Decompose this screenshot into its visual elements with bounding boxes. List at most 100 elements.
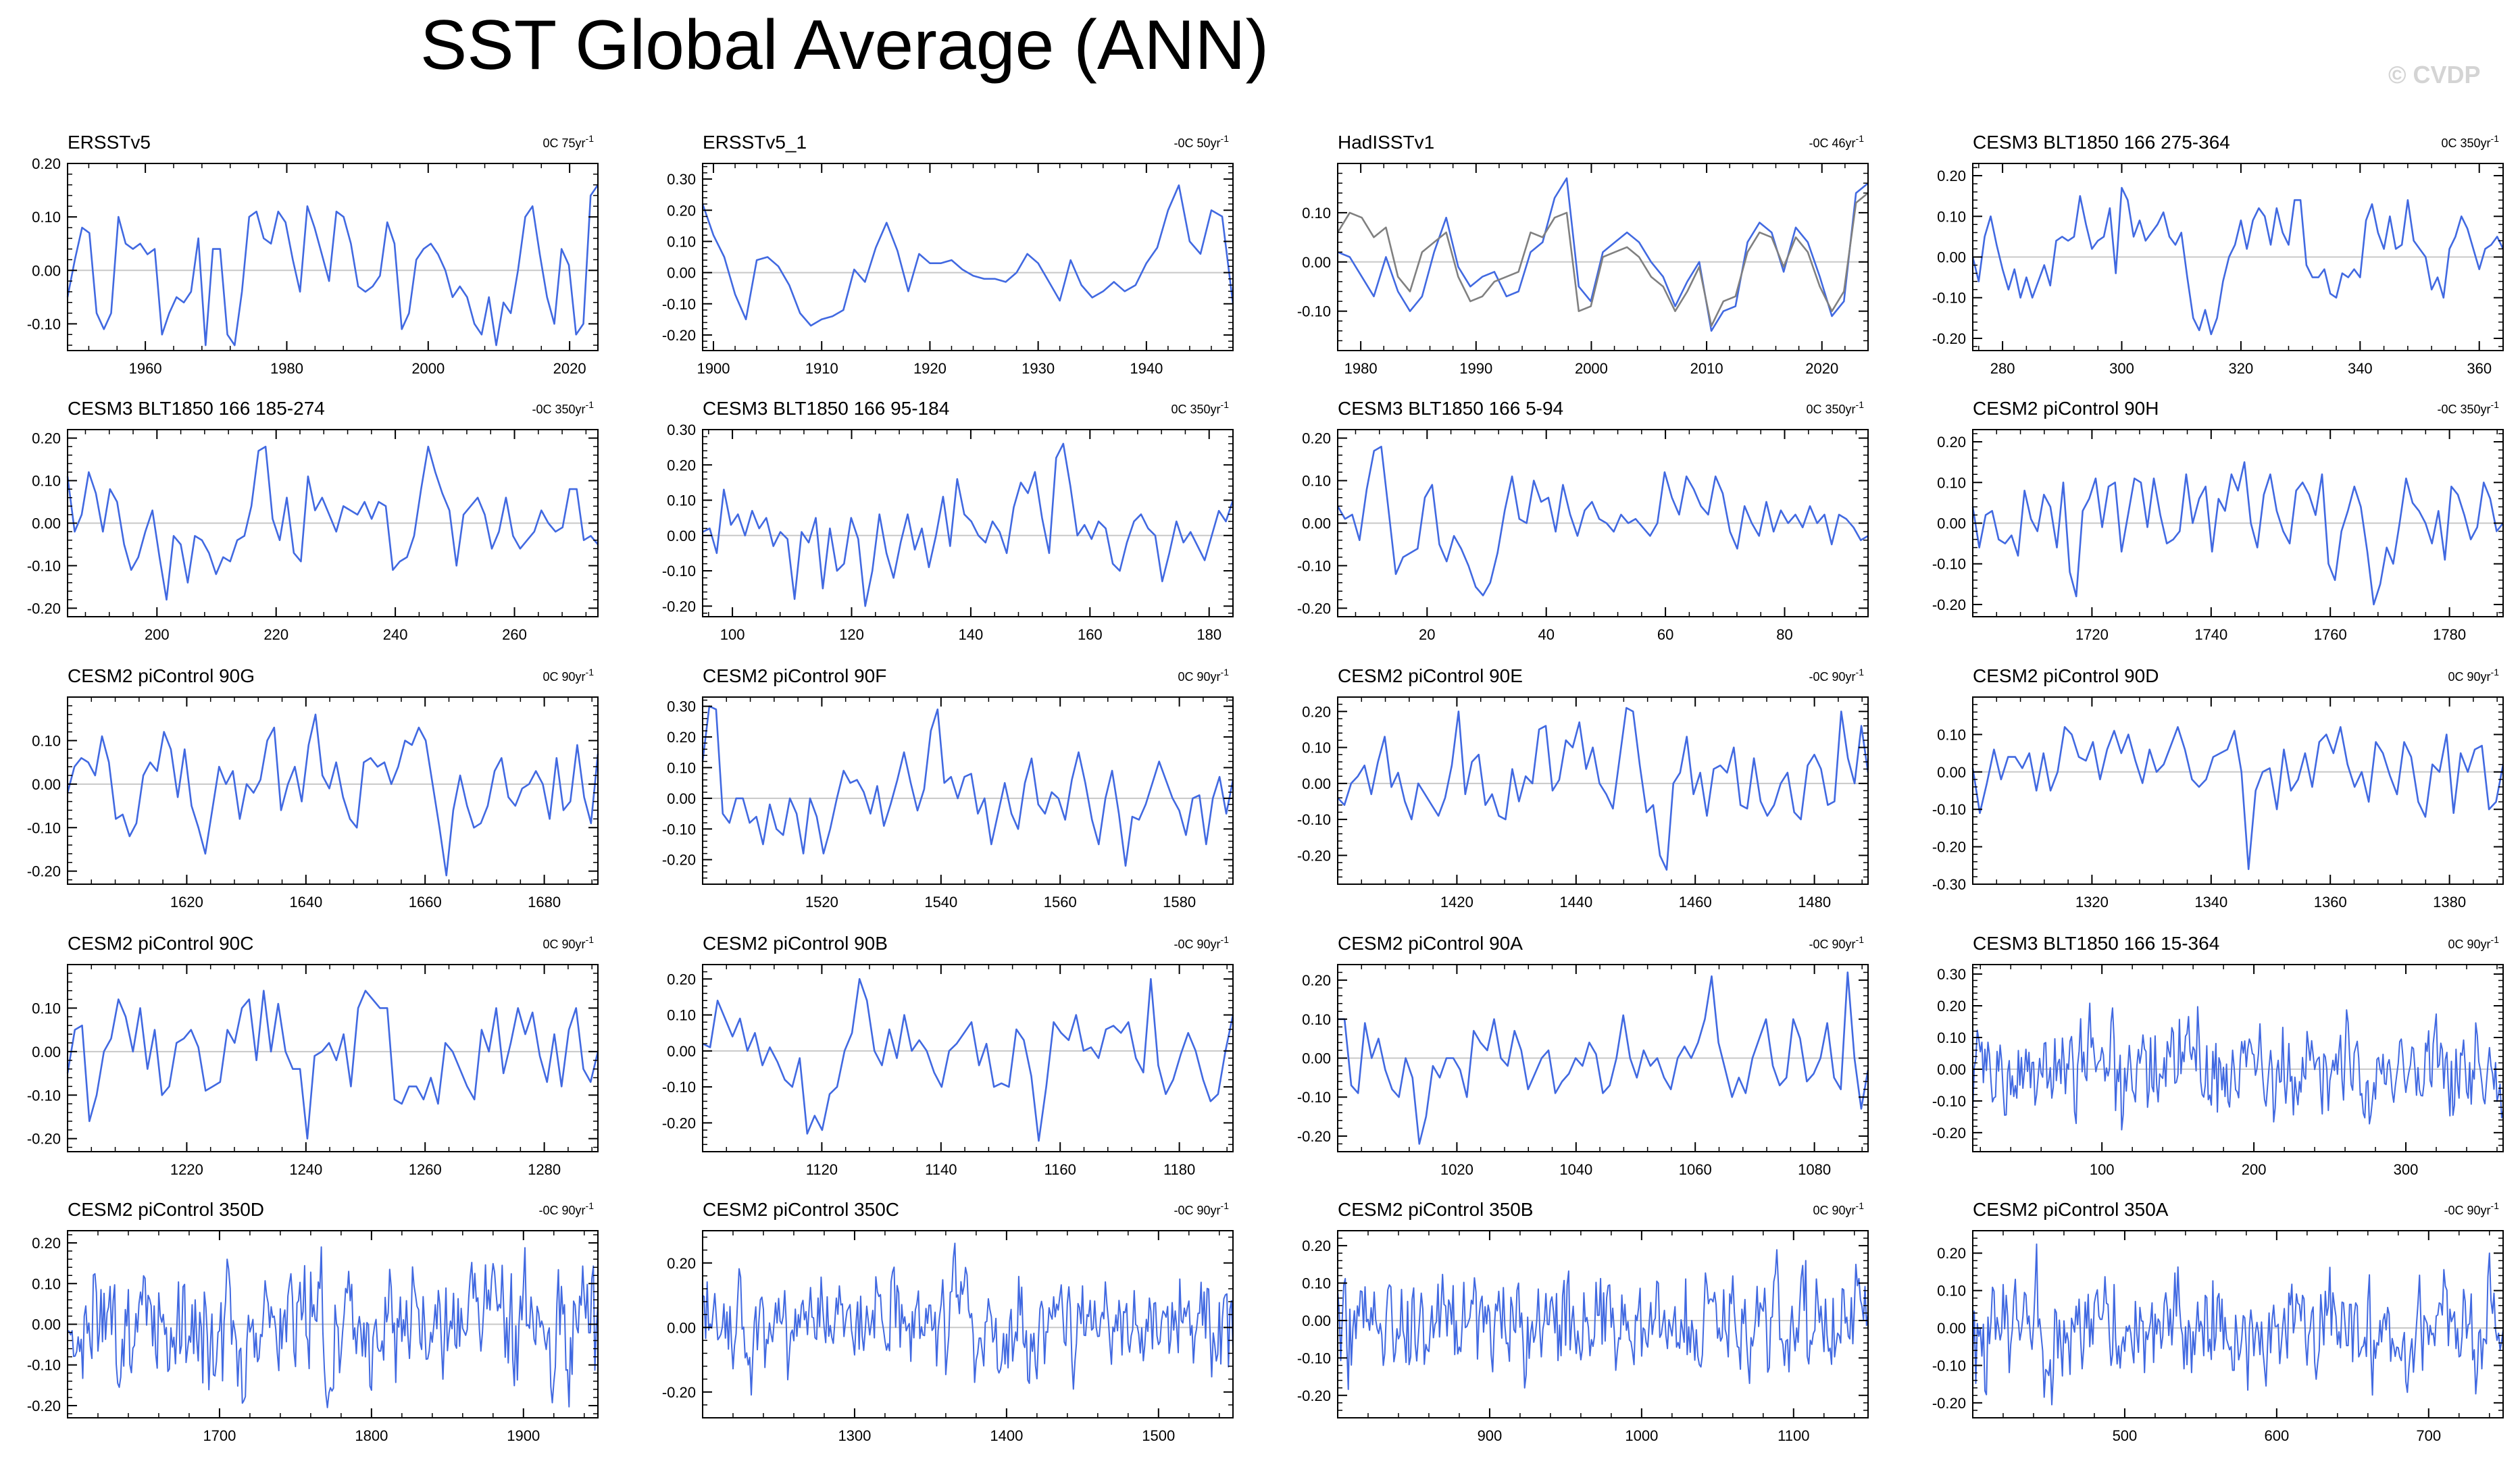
y-tick-label: -0.20 bbox=[1297, 600, 1331, 617]
x-tick-label: 1580 bbox=[1163, 894, 1196, 911]
y-tick-label: 0.10 bbox=[32, 732, 61, 749]
y-tick-label: 0.00 bbox=[32, 776, 61, 793]
y-tick-label: -0.20 bbox=[27, 600, 61, 617]
x-tick-label: 1480 bbox=[1798, 894, 1831, 911]
y-tick-label: -0.10 bbox=[27, 315, 61, 332]
y-tick-label: 0.20 bbox=[667, 202, 696, 219]
series-line bbox=[66, 990, 599, 1140]
x-tick-label: 320 bbox=[2229, 360, 2254, 377]
y-tick-label: -0.10 bbox=[1297, 811, 1331, 828]
panel-title: CESM2 piControl 90A bbox=[1338, 933, 1523, 954]
y-tick-label: -0.10 bbox=[662, 1079, 696, 1096]
x-tick-label: 1520 bbox=[805, 894, 838, 911]
y-tick-label: 0.00 bbox=[1937, 249, 1966, 266]
y-tick-label: 0.00 bbox=[1302, 775, 1331, 792]
panel-18: CESM2 piControl 350C -0C 90yr-1 -0.20 0.00 0… bbox=[662, 1199, 1234, 1444]
series-line bbox=[66, 184, 599, 347]
panel-title: CESM2 piControl 90E bbox=[1338, 665, 1523, 686]
x-tick-label: 700 bbox=[2416, 1427, 2441, 1444]
panel-title: CESM3 BLT1850 166 5-94 bbox=[1338, 398, 1563, 419]
x-tick-label: 2020 bbox=[553, 360, 586, 377]
x-tick-label: 1220 bbox=[170, 1161, 203, 1178]
x-tick-label: 1080 bbox=[1798, 1161, 1831, 1178]
y-tick-label: -0.20 bbox=[1297, 847, 1331, 864]
y-tick-label: 0.10 bbox=[1937, 474, 1966, 491]
panel-frame bbox=[702, 696, 1234, 885]
x-tick-label: 300 bbox=[2109, 360, 2134, 377]
x-tick-label: 1140 bbox=[925, 1161, 957, 1178]
panel-title: CESM2 piControl 90B bbox=[703, 933, 888, 954]
series-line bbox=[1972, 1002, 2504, 1131]
y-tick-label: 0.00 bbox=[667, 1043, 696, 1060]
x-tick-label: 1400 bbox=[990, 1427, 1023, 1444]
x-tick-label: 120 bbox=[839, 626, 864, 643]
series-line bbox=[701, 184, 1234, 327]
y-tick-label: 0.10 bbox=[32, 209, 61, 226]
x-tick-label: 1340 bbox=[2194, 894, 2227, 911]
y-tick-label: 0.30 bbox=[667, 171, 696, 188]
panel-trend-label: 0C 90yr-1 bbox=[1178, 667, 1230, 684]
series-line bbox=[1337, 1249, 1869, 1390]
x-tick-label: 1440 bbox=[1559, 894, 1592, 911]
y-tick-label: -0.10 bbox=[1932, 556, 1966, 573]
y-tick-label: 0.20 bbox=[32, 1235, 61, 1252]
y-tick-label: 0.10 bbox=[1302, 1275, 1331, 1292]
y-tick-label: -0.10 bbox=[1297, 1350, 1331, 1366]
panel-frame bbox=[702, 964, 1234, 1152]
y-tick-label: -0.20 bbox=[1932, 1395, 1966, 1412]
series-line bbox=[702, 442, 1234, 607]
x-tick-label: 1460 bbox=[1679, 894, 1712, 911]
y-tick-label: -0.10 bbox=[1932, 801, 1966, 818]
y-tick-label: -0.10 bbox=[1297, 557, 1331, 574]
x-tick-label: 180 bbox=[1196, 626, 1221, 643]
y-tick-label: 0.00 bbox=[32, 515, 61, 532]
panel-trend-label: -0C 90yr-1 bbox=[1174, 934, 1230, 951]
y-tick-label: -0.20 bbox=[27, 863, 61, 880]
series-line bbox=[66, 445, 599, 601]
x-tick-label: 1900 bbox=[507, 1427, 540, 1444]
y-tick-label: -0.20 bbox=[1297, 1387, 1331, 1404]
x-tick-label: 1910 bbox=[805, 360, 838, 377]
x-tick-label: 1640 bbox=[289, 894, 322, 911]
y-tick-label: 0.30 bbox=[667, 698, 696, 715]
y-tick-label: -0.20 bbox=[662, 598, 696, 615]
series-line bbox=[1338, 971, 1869, 1145]
series-line bbox=[1971, 461, 2504, 606]
x-tick-label: 1620 bbox=[170, 894, 203, 911]
y-tick-label: 0.00 bbox=[667, 265, 696, 282]
panel-title: CESM2 piControl 90D bbox=[1973, 665, 2159, 686]
panel-title: CESM3 BLT1850 166 95-184 bbox=[703, 398, 949, 419]
y-tick-label: 0.10 bbox=[667, 1007, 696, 1024]
panel-1: ERSSTv5 0C 75yr-1 -0.10 0.00 0.10 0.20 1960 198… bbox=[27, 132, 599, 377]
x-tick-label: 1940 bbox=[1130, 360, 1163, 377]
panel-title: CESM2 piControl 90H bbox=[1973, 398, 2159, 419]
y-tick-label: -0.20 bbox=[1932, 596, 1966, 613]
x-tick-label: 1780 bbox=[2433, 626, 2466, 643]
y-tick-label: 0.10 bbox=[32, 473, 61, 490]
y-tick-label: 0.00 bbox=[1302, 1312, 1331, 1329]
y-tick-label: 0.10 bbox=[1937, 1283, 1966, 1300]
y-tick-label: -0.10 bbox=[1297, 1089, 1331, 1106]
y-tick-label: 0.10 bbox=[1937, 208, 1966, 225]
panel-4: CESM3 BLT1850 166 275-364 0C 350yr-1 -0.20… bbox=[1932, 132, 2504, 377]
panel-17: CESM2 piControl 350D -0C 90yr-1 -0.20 -0.10… bbox=[27, 1199, 599, 1444]
panel-title: CESM3 BLT1850 166 185-274 bbox=[68, 398, 325, 419]
panel-title: CESM2 piControl 90G bbox=[68, 665, 255, 686]
series-line bbox=[702, 978, 1234, 1142]
y-tick-label: 0.10 bbox=[1302, 205, 1331, 222]
series-line bbox=[1971, 726, 2504, 871]
x-tick-label: 500 bbox=[2113, 1427, 2138, 1444]
y-tick-label: 0.00 bbox=[32, 1044, 61, 1060]
y-tick-label: 0.00 bbox=[1937, 764, 1966, 781]
x-tick-label: 2000 bbox=[411, 360, 445, 377]
series-line bbox=[702, 1242, 1234, 1396]
panel-frame bbox=[702, 429, 1234, 617]
panel-13: CESM2 piControl 90C 0C 90yr-1 -0.20 -0.10 0.… bbox=[27, 933, 599, 1178]
y-tick-label: 0.20 bbox=[667, 457, 696, 474]
panel-frame bbox=[67, 163, 599, 351]
panel-trend-label: -0C 90yr-1 bbox=[1809, 934, 1865, 951]
x-tick-label: 1280 bbox=[528, 1161, 561, 1178]
panel-frame bbox=[702, 163, 1234, 351]
panel-title: CESM2 piControl 350B bbox=[1338, 1199, 1533, 1220]
x-tick-label: 40 bbox=[1538, 626, 1554, 643]
